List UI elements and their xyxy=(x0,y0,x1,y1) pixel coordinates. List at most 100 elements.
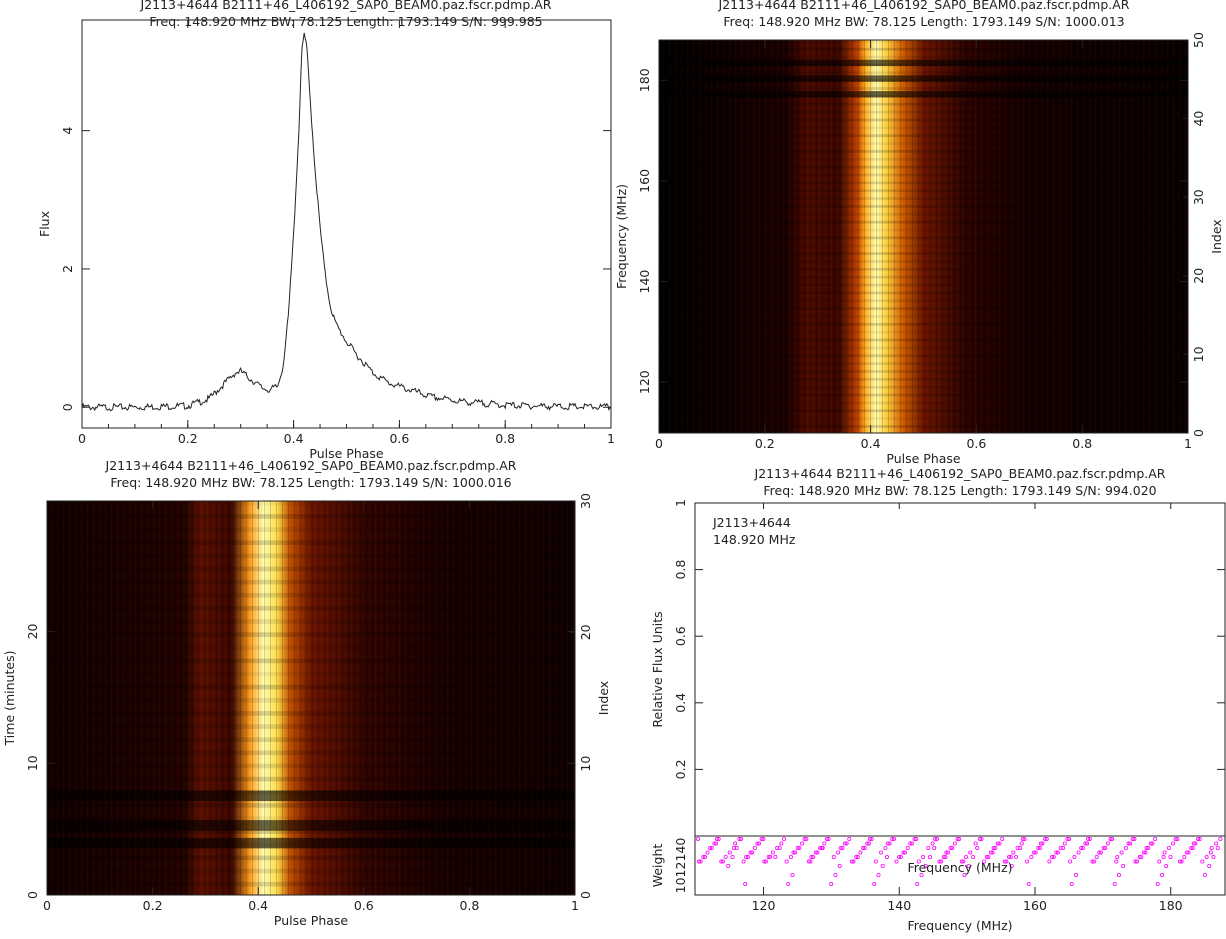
weight-marker xyxy=(1115,855,1120,860)
weight-marker xyxy=(696,837,701,842)
freq-phase-row-band xyxy=(659,87,1188,90)
weight-marker xyxy=(1182,855,1187,860)
time-phase-row-band xyxy=(47,737,575,742)
weight-marker xyxy=(851,859,856,864)
time-phase-row-band xyxy=(47,684,575,690)
weight-marker xyxy=(897,855,902,860)
freq-phase-row-band xyxy=(659,150,1188,153)
weight-marker xyxy=(993,846,998,851)
weight-marker xyxy=(1162,850,1167,855)
weight-marker xyxy=(866,841,871,846)
time-phase-row-band xyxy=(47,671,575,677)
weight-marker xyxy=(1074,873,1079,878)
weight-marker xyxy=(1092,859,1097,864)
weight-marker xyxy=(1029,855,1034,860)
weight-marker xyxy=(1097,850,1102,855)
weight-marker xyxy=(804,837,809,842)
weight-marker xyxy=(1076,850,1081,855)
time-phase-row-band xyxy=(47,579,575,585)
weight-marker xyxy=(1178,859,1183,864)
weight-marker xyxy=(833,873,838,878)
weight-marker xyxy=(818,846,823,851)
weight-marker xyxy=(1036,846,1041,851)
weight-marker xyxy=(903,850,908,855)
time-phase-y2tick-label: 20 xyxy=(578,624,593,640)
weight-marker xyxy=(977,837,982,842)
time-phase-row-band xyxy=(47,803,575,808)
weight-marker xyxy=(1126,841,1131,846)
time-phase-y2tick-label: 30 xyxy=(578,493,593,509)
weight-marker xyxy=(1004,859,1009,864)
weight-marker xyxy=(887,841,892,846)
weight-marker xyxy=(793,850,798,855)
weight-marker xyxy=(1186,850,1191,855)
weight-marker xyxy=(1037,846,1042,851)
weight-marker xyxy=(1062,841,1067,846)
weight-marker xyxy=(790,873,795,878)
freq-phase-xtick-label: 0.8 xyxy=(1072,436,1092,451)
freq-phase-xtick-label: 0.4 xyxy=(861,436,881,451)
weight-marker xyxy=(950,846,955,851)
weight-marker xyxy=(820,846,825,851)
profile-ytick-label: 0 xyxy=(60,403,75,411)
weight-marker xyxy=(1204,855,1209,860)
weight-marker xyxy=(779,841,784,846)
weight-marker xyxy=(968,850,973,855)
freq-phase-row-band xyxy=(659,260,1188,263)
weight-marker xyxy=(959,859,964,864)
weight-marker xyxy=(1065,837,1070,842)
weight-marker xyxy=(872,882,877,887)
freq-phase-row-band xyxy=(659,299,1188,303)
time-phase-xtick-label: 0.2 xyxy=(143,898,163,913)
weight-marker xyxy=(836,850,841,855)
weight-marker xyxy=(1190,846,1195,851)
freq-phase-row-band xyxy=(659,346,1188,350)
time-phase-dark-row xyxy=(47,820,575,831)
weight-marker xyxy=(1146,846,1151,851)
weight-marker xyxy=(1032,850,1037,855)
freq-phase-ytick-label: 140 xyxy=(637,270,652,294)
freq-phase-y2tick-label: 50 xyxy=(1191,32,1206,48)
weight-marker xyxy=(797,846,802,851)
freq-phase-xtick-label: 0.2 xyxy=(755,436,775,451)
time-phase-xtick-label: 0.8 xyxy=(459,898,479,913)
profile-xtick-label: 0.6 xyxy=(389,431,409,446)
weight-marker xyxy=(939,859,944,864)
weight-marker xyxy=(1132,837,1137,842)
weight-marker xyxy=(714,841,719,846)
freq-phase-row-band xyxy=(659,244,1188,248)
weight-marker xyxy=(1047,859,1052,864)
weight-marker xyxy=(750,850,755,855)
freq-phase-ytick-label: 120 xyxy=(637,370,652,394)
profile-xtick-label: 0 xyxy=(78,431,86,446)
time-phase-row-band xyxy=(47,540,575,545)
weight-marker xyxy=(1061,846,1066,851)
weight-marker xyxy=(867,837,872,842)
flux-weight-title: J2113+4644 B2111+46_L406192_SAP0_BEAM0.p… xyxy=(754,466,1166,481)
profile-ytick-label: 2 xyxy=(60,265,75,273)
flux-annotation-freq: 148.920 MHz xyxy=(713,532,796,547)
weight-marker xyxy=(989,850,994,855)
weight-marker xyxy=(1069,882,1074,887)
weight-marker xyxy=(990,850,995,855)
freq-phase-row-band xyxy=(659,275,1188,279)
weight-marker xyxy=(1112,882,1117,887)
freq-phase-ytick-label: 180 xyxy=(637,68,652,92)
weight-marker xyxy=(1141,850,1146,855)
weight-marker xyxy=(1161,855,1166,860)
flux-ytick-label: 0.2 xyxy=(673,759,688,779)
weight-marker xyxy=(858,850,863,855)
weight-xtick-label: 160 xyxy=(1023,898,1047,913)
weight-marker xyxy=(1011,850,1016,855)
weight-marker xyxy=(795,846,800,851)
weight-marker xyxy=(770,850,775,855)
time-phase-row-band xyxy=(47,501,575,506)
weight-marker xyxy=(1080,846,1085,851)
weight-marker xyxy=(1022,837,1027,842)
flux-ytick-label: 1 xyxy=(673,499,688,507)
weight-marker xyxy=(891,837,896,842)
weight-marker xyxy=(786,882,791,887)
weight-marker xyxy=(1090,859,1095,864)
weight-marker xyxy=(1110,837,1115,842)
